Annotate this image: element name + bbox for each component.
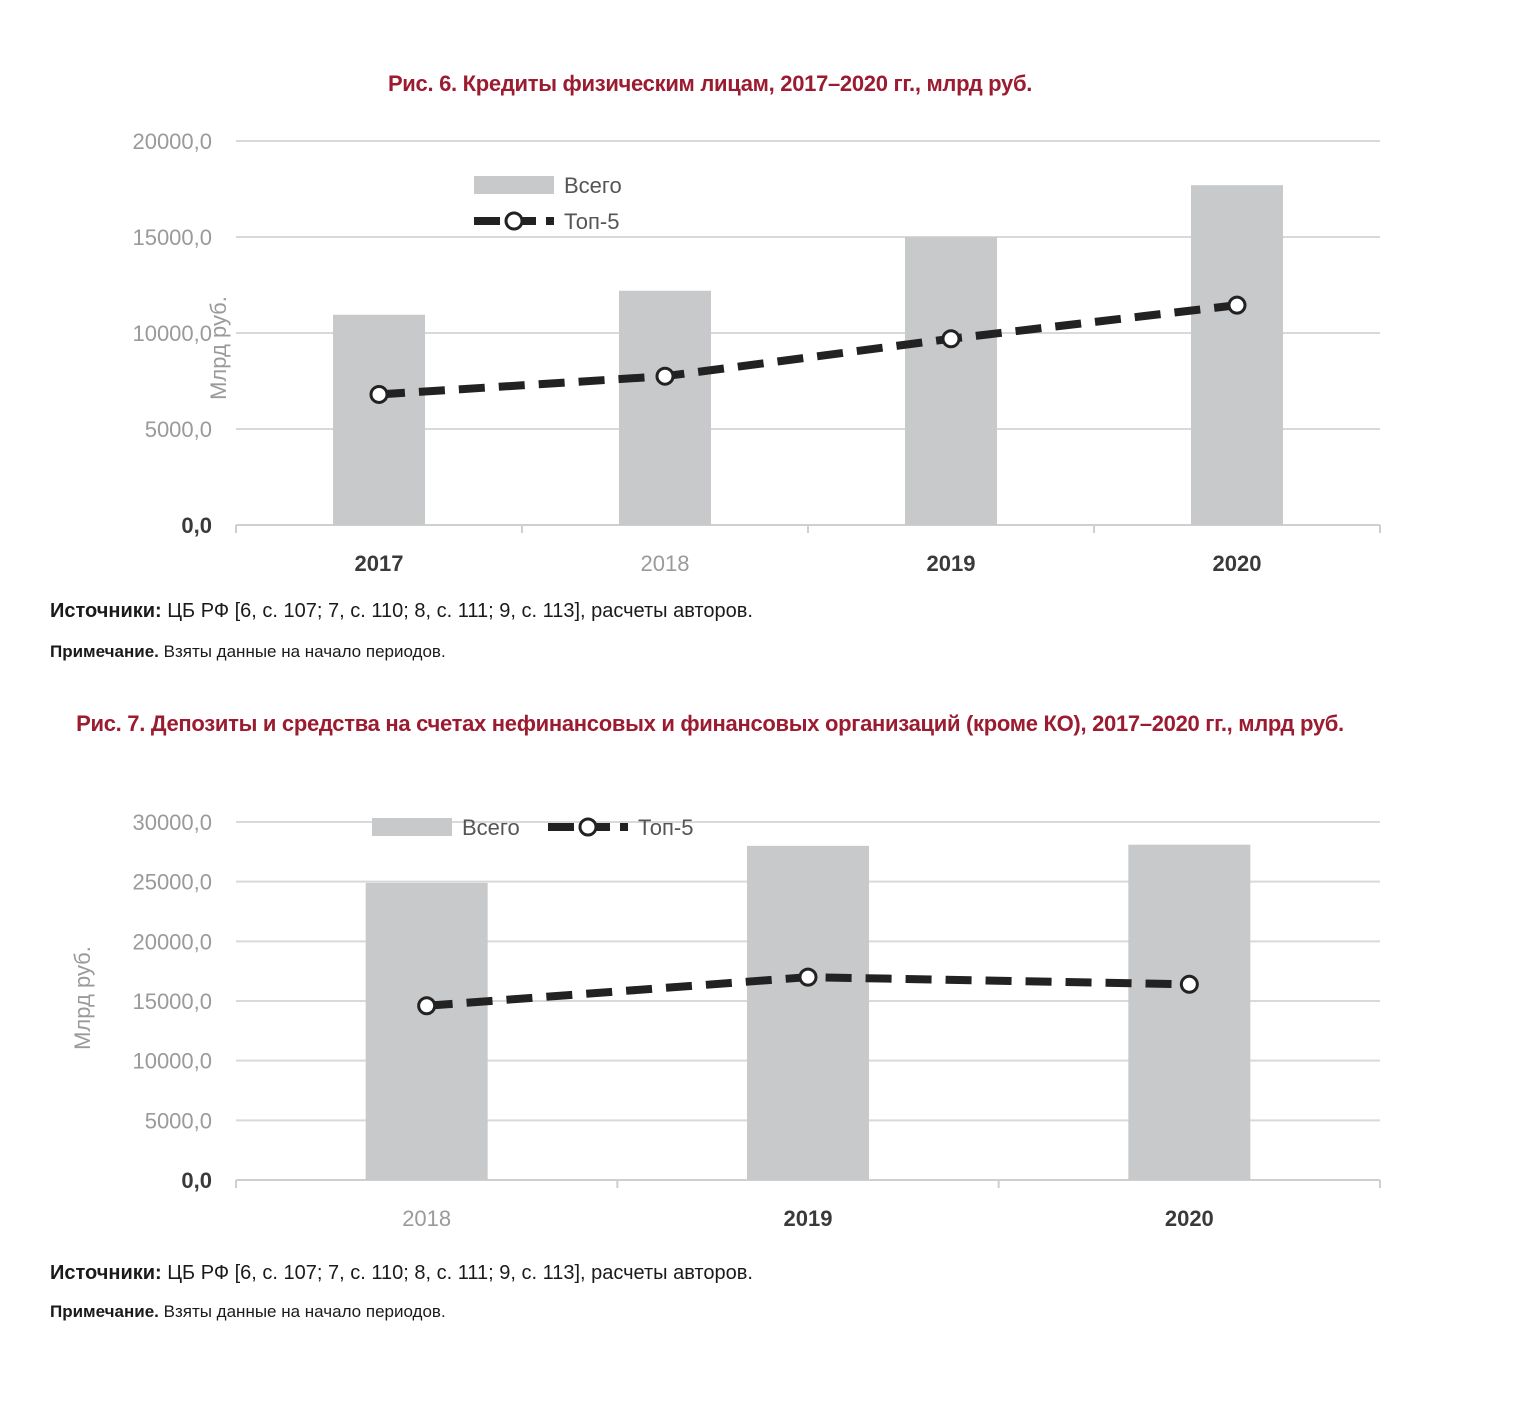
note-label: Примечание. <box>50 1302 159 1321</box>
note-text: Взяты данные на начало периодов. <box>158 1302 446 1321</box>
y-tick-label: 5000,0 <box>145 417 212 442</box>
y-tick-label: 20000,0 <box>132 929 212 954</box>
y-axis-title: Млрд руб. <box>70 946 95 1050</box>
bar-vsego <box>905 237 997 525</box>
figure-2-title: Рис. 7. Депозиты и средства на счетах не… <box>76 711 1344 736</box>
x-category-label: 2019 <box>784 1206 833 1231</box>
sources-text: ЦБ РФ [6, с. 107; 7, с. 110; 8, с. 111; … <box>161 1262 753 1284</box>
sources-label: Источники: <box>50 600 162 622</box>
legend-swatch-vsego <box>372 818 452 836</box>
point-top5 <box>798 967 818 987</box>
bar-vsego <box>1191 185 1283 525</box>
point-top5 <box>655 366 675 386</box>
y-tick-label: 15000,0 <box>132 989 212 1014</box>
figure-1-sources: Источники: ЦБ РФ [6, с. 107; 7, с. 110; … <box>50 600 753 623</box>
line-top5 <box>378 301 1238 399</box>
figure-1-note: Примечание. Взяты данные на начало перио… <box>50 642 446 662</box>
legend-marker-top5 <box>504 211 524 231</box>
figure-1-title: Рис. 6. Кредиты физическим лицам, 2017–2… <box>387 71 1033 96</box>
sources-label: Источники: <box>50 1262 162 1284</box>
point-top5 <box>941 329 961 349</box>
legend-label-top5: Топ-5 <box>564 209 619 234</box>
y-tick-label: 15000,0 <box>132 225 212 250</box>
y-axis-title: Млрд руб. <box>206 296 231 400</box>
x-category-label: 2017 <box>355 551 404 576</box>
y-tick-label: 25000,0 <box>132 870 212 895</box>
y-tick-label: 0,0 <box>181 1168 212 1193</box>
note-text: Взяты данные на начало периодов. <box>158 642 446 661</box>
note-label: Примечание. <box>50 642 159 661</box>
bar-vsego <box>365 882 488 1180</box>
x-category-label: 2020 <box>1213 551 1262 576</box>
y-tick-label: 30000,0 <box>132 810 212 835</box>
x-category-label: 2018 <box>402 1206 451 1231</box>
x-category-label: 2019 <box>927 551 976 576</box>
y-tick-label: 20000,0 <box>132 129 212 154</box>
figure-2-note: Примечание. Взяты данные на начало перио… <box>50 1302 446 1322</box>
x-category-label: 2018 <box>641 551 690 576</box>
legend-swatch-vsego <box>474 176 554 194</box>
bar-vsego <box>333 314 425 525</box>
chart-1-loans: 0,0 5000,0 10000,0 15000,0 20000,0 2017 2018 20… <box>132 129 1381 576</box>
legend-marker-top5 <box>578 817 598 837</box>
bar-vsego <box>619 290 711 525</box>
point-top5 <box>1227 295 1247 315</box>
y-tick-label: 0,0 <box>181 513 212 538</box>
figure-2-sources: Источники: ЦБ РФ [6, с. 107; 7, с. 110; … <box>50 1262 753 1285</box>
y-tick-label: 10000,0 <box>132 321 212 346</box>
legend-label-top5: Топ-5 <box>638 815 693 840</box>
point-top5 <box>1179 974 1199 994</box>
point-top5 <box>369 384 389 404</box>
bar-vsego <box>1128 844 1251 1180</box>
sources-text: ЦБ РФ [6, с. 107; 7, с. 110; 8, с. 111; … <box>161 600 753 622</box>
bar-vsego <box>747 845 869 1180</box>
y-tick-label: 5000,0 <box>145 1108 212 1133</box>
chart-2-deposits: 0,0 5000,0 10000,0 15000,0 20000,0 25000,0 300… <box>70 810 1381 1231</box>
x-category-label: 2020 <box>1165 1206 1214 1231</box>
point-top5 <box>417 996 437 1016</box>
legend-label-vsego: Всего <box>564 173 622 198</box>
y-tick-label: 10000,0 <box>132 1049 212 1074</box>
legend-label-vsego: Всего <box>462 815 520 840</box>
